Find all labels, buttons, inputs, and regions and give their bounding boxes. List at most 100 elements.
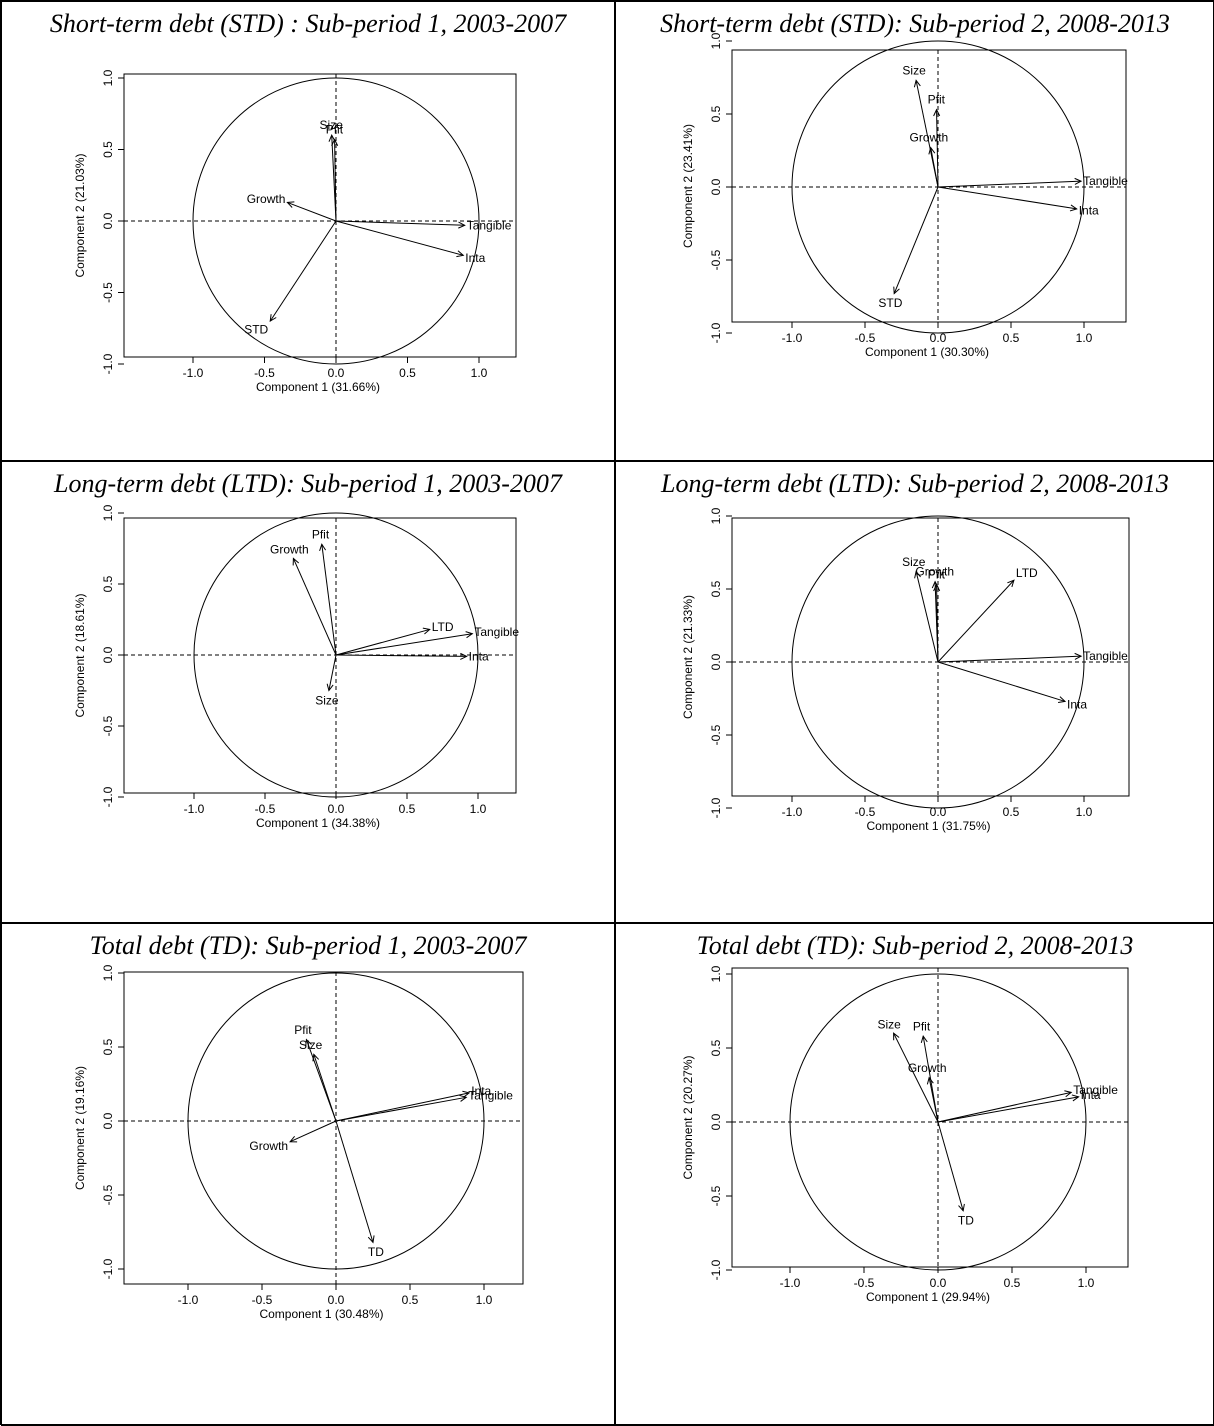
vector-inta: Inta <box>937 1088 1101 1123</box>
vector-line <box>335 220 464 256</box>
plot-frame <box>123 73 517 358</box>
y-tick-label: 1.0 <box>709 965 723 982</box>
vector-label: Tangible <box>468 1089 513 1103</box>
y-tick-label: 0.0 <box>101 212 115 229</box>
arrowhead <box>319 543 327 552</box>
plot-frame <box>731 967 1129 1268</box>
y-tick-label: -0.5 <box>709 1185 723 1206</box>
x-tick-label: 1.0 <box>1078 1276 1095 1290</box>
vector-label: TD <box>958 1213 974 1227</box>
vector-label: Inta <box>471 1084 491 1098</box>
y-tick-label: 0.0 <box>709 653 723 670</box>
vector-growth: Growth <box>249 1120 337 1153</box>
y-tick-label: 1.0 <box>101 69 115 86</box>
y-axis-label: Component 2 (20.27%) <box>681 1055 695 1179</box>
vector-pfit: Pfit <box>928 93 946 188</box>
y-tick-label: 0.5 <box>709 1039 723 1056</box>
y-tick-label: 0.0 <box>709 1113 723 1130</box>
vector-line <box>937 180 1082 188</box>
x-tick-label: -1.0 <box>178 1293 199 1307</box>
arrowhead <box>913 79 921 88</box>
x-tick-label: 0.0 <box>930 1276 947 1290</box>
arrowhead <box>1074 652 1083 660</box>
vector-line <box>335 1096 467 1122</box>
x-tick-label: -1.0 <box>780 1276 801 1290</box>
y-tick-label: 1.0 <box>101 504 115 521</box>
panel-title: Long-term debt (LTD): Sub-period 2, 2008… <box>661 469 1169 498</box>
arrowhead <box>312 1053 320 1062</box>
vector-size: Size <box>877 1017 939 1123</box>
arrowhead <box>1074 177 1083 185</box>
arrowhead <box>462 1090 471 1098</box>
vector-line <box>335 220 465 226</box>
vector-line <box>321 544 337 656</box>
arrowhead <box>326 683 334 692</box>
y-tick-label: 0.5 <box>101 575 115 592</box>
vector-tangible: Tangible <box>335 1089 513 1122</box>
vector-line <box>335 633 473 656</box>
vector-size: Size <box>902 64 939 188</box>
vector-label: STD <box>878 296 902 310</box>
y-tick-label: 0.0 <box>709 178 723 195</box>
x-tick-label: 0.0 <box>930 331 947 345</box>
vector-growth: Growth <box>247 192 337 222</box>
y-tick-label: 0.5 <box>101 141 115 158</box>
vector-line <box>937 661 1066 702</box>
x-tick-label: 0.5 <box>399 366 416 380</box>
vector-ltd: LTD <box>937 566 1038 663</box>
x-tick-label: 0.0 <box>328 366 345 380</box>
panel-td-period-2: Total debt (TD): Sub-period 2, 2008-2013… <box>615 923 1214 1426</box>
y-tick-label: -1.0 <box>709 1259 723 1280</box>
biplot-std-period-1: -1.0 -0.5 0.0 0.5 1.0 -1.0 -0.5 0.0 0.5 1.0 Compon… <box>73 69 517 394</box>
arrowhead <box>958 1203 965 1212</box>
vector-ltd: LTD <box>335 620 454 656</box>
x-tick-label: 0.0 <box>328 802 345 816</box>
vector-pfit: Pfit <box>326 122 344 222</box>
vector-line <box>937 1121 964 1211</box>
vector-line <box>937 1091 1072 1123</box>
vector-line <box>937 579 1015 663</box>
vector-label: Growth <box>247 192 286 206</box>
arrowhead <box>926 1076 934 1085</box>
panel-ltd-period-1: Long-term debt (LTD): Sub-period 1, 2003… <box>1 461 615 923</box>
y-tick-label: -0.5 <box>101 1184 115 1205</box>
arrowhead <box>269 314 277 323</box>
x-tick-label: 0.5 <box>1003 331 1020 345</box>
vector-line <box>328 654 337 691</box>
vector-line <box>915 571 939 663</box>
arrowhead <box>456 250 465 258</box>
y-tick-label: -1.0 <box>101 353 115 374</box>
arrowhead <box>1069 204 1078 212</box>
plot-frame <box>123 971 524 1285</box>
vector-label: Growth <box>908 1061 947 1075</box>
arrowhead <box>893 286 900 295</box>
vector-label: Growth <box>910 131 949 145</box>
vector-label: Pfit <box>326 122 344 136</box>
y-tick-label: 0.5 <box>709 580 723 597</box>
vector-tangible: Tangible <box>335 219 512 233</box>
vector-line <box>893 186 939 294</box>
vector-line <box>335 1092 470 1122</box>
vector-inta: Inta <box>335 650 489 664</box>
vector-tangible: Tangible <box>937 649 1128 663</box>
vector-line <box>936 109 939 188</box>
vector-label: Inta <box>465 251 485 265</box>
vector-line <box>928 1077 939 1123</box>
x-tick-label: 1.0 <box>470 802 487 816</box>
biplot-ltd-period-1: -1.0 -0.5 0.0 0.5 1.0 -1.0 -0.5 0.0 0.5 1.0 Compon… <box>73 504 519 830</box>
vector-label: Inta <box>1081 1088 1101 1102</box>
panel-title: Short-term debt (STD): Sub-period 2, 200… <box>660 9 1170 38</box>
arrowhead <box>933 108 941 117</box>
vector-tangible: Tangible <box>335 625 519 656</box>
arrowhead <box>1064 1090 1073 1098</box>
vector-line <box>269 220 337 322</box>
vector-label: Size <box>320 118 344 132</box>
y-tick-label: 0.5 <box>101 1038 115 1055</box>
vector-tangible: Tangible <box>937 174 1128 188</box>
x-tick-label: -0.5 <box>255 802 276 816</box>
x-tick-label: -1.0 <box>782 805 803 819</box>
y-tick-label: -0.5 <box>709 724 723 745</box>
y-tick-label: -1.0 <box>101 1258 115 1279</box>
vector-label: Inta <box>1079 203 1099 217</box>
